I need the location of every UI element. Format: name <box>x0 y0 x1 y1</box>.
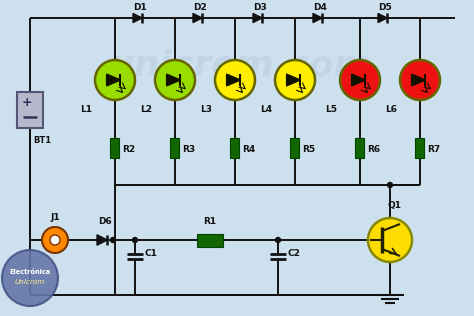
FancyBboxPatch shape <box>171 138 180 158</box>
Text: D1: D1 <box>133 3 147 12</box>
Circle shape <box>368 218 412 262</box>
FancyBboxPatch shape <box>17 92 43 128</box>
Text: BT1: BT1 <box>33 136 51 145</box>
Text: R1: R1 <box>203 217 217 226</box>
Circle shape <box>50 235 60 245</box>
Circle shape <box>215 60 255 100</box>
FancyBboxPatch shape <box>291 138 300 158</box>
Text: L4: L4 <box>260 105 272 114</box>
Circle shape <box>275 60 315 100</box>
Text: C2: C2 <box>288 250 301 258</box>
Text: L3: L3 <box>200 105 212 114</box>
Text: R4: R4 <box>242 145 255 155</box>
FancyBboxPatch shape <box>416 138 425 158</box>
Polygon shape <box>193 14 202 22</box>
Text: L2: L2 <box>140 105 152 114</box>
Polygon shape <box>411 74 426 86</box>
Text: L1: L1 <box>80 105 92 114</box>
Text: R7: R7 <box>427 145 440 155</box>
Text: Electrónica: Electrónica <box>9 269 51 275</box>
Text: D4: D4 <box>313 3 327 12</box>
Circle shape <box>110 238 116 242</box>
Polygon shape <box>133 14 142 22</box>
Text: +: + <box>22 96 32 110</box>
Circle shape <box>400 60 440 100</box>
Text: D3: D3 <box>253 3 267 12</box>
Circle shape <box>95 60 135 100</box>
Circle shape <box>275 238 281 242</box>
FancyBboxPatch shape <box>356 138 365 158</box>
Polygon shape <box>227 74 240 86</box>
Polygon shape <box>287 74 301 86</box>
Polygon shape <box>97 235 108 245</box>
Text: D6: D6 <box>98 217 112 226</box>
Polygon shape <box>107 74 120 86</box>
Polygon shape <box>352 74 365 86</box>
Text: R5: R5 <box>302 145 315 155</box>
Text: D5: D5 <box>378 3 392 12</box>
FancyBboxPatch shape <box>197 234 223 246</box>
Text: L5: L5 <box>325 105 337 114</box>
Circle shape <box>133 238 137 242</box>
Text: R3: R3 <box>182 145 195 155</box>
Polygon shape <box>378 14 387 22</box>
Text: R2: R2 <box>122 145 135 155</box>
Polygon shape <box>253 14 262 22</box>
Circle shape <box>388 183 392 187</box>
Text: J1: J1 <box>50 213 60 222</box>
Text: L6: L6 <box>385 105 397 114</box>
Text: R6: R6 <box>367 145 380 155</box>
Polygon shape <box>313 14 322 22</box>
FancyBboxPatch shape <box>110 138 119 158</box>
Text: C1: C1 <box>145 250 158 258</box>
Text: Unicrom: Unicrom <box>15 279 45 285</box>
Text: D2: D2 <box>193 3 207 12</box>
Polygon shape <box>166 74 181 86</box>
FancyBboxPatch shape <box>230 138 239 158</box>
Circle shape <box>42 227 68 253</box>
Circle shape <box>155 60 195 100</box>
Text: unicrom.com: unicrom.com <box>109 48 372 82</box>
Text: Q1: Q1 <box>388 201 402 210</box>
Circle shape <box>2 250 58 306</box>
Circle shape <box>340 60 380 100</box>
